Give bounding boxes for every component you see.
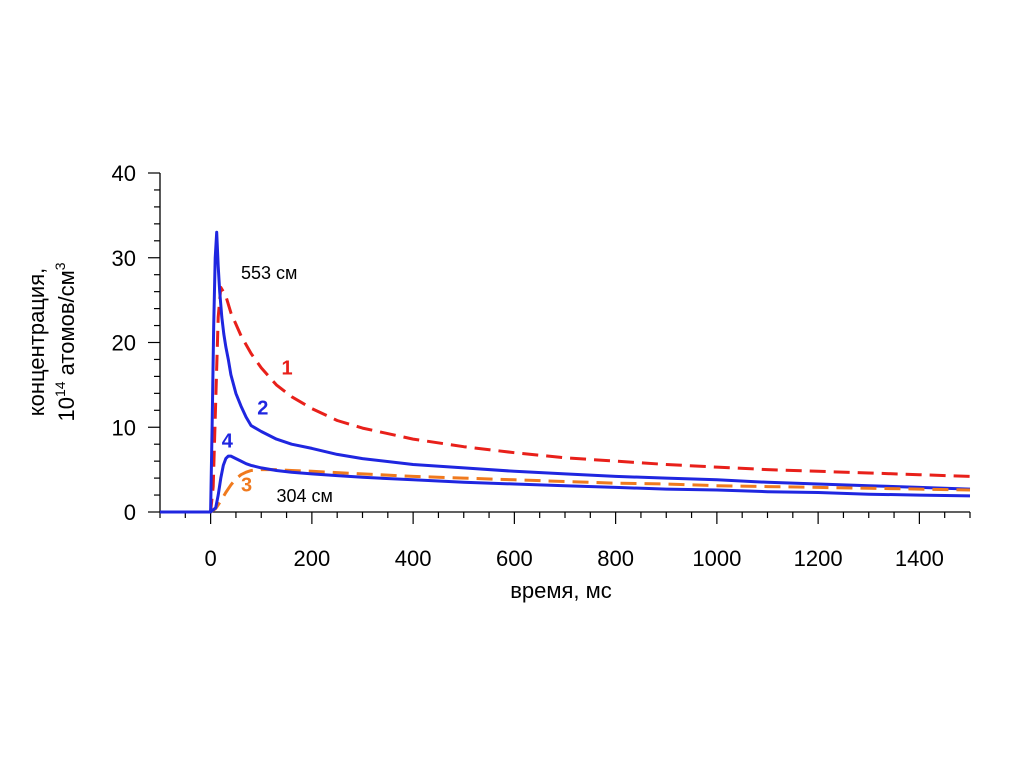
y-tick-label: 30 <box>112 246 136 271</box>
series-3-line <box>160 468 971 514</box>
x-tick-label: 0 <box>205 546 217 571</box>
y-axis-unit-sup: 14 <box>52 381 68 397</box>
series-2-label: 2 <box>257 398 268 420</box>
x-axis-title: время, мс <box>510 578 612 603</box>
y-axis-unit-mid: атомов/см <box>54 270 79 381</box>
x-tick-label: 600 <box>496 546 533 571</box>
series-2-line <box>160 230 971 514</box>
annotation-label: 553 см <box>241 263 297 283</box>
x-tick-label: 1400 <box>895 546 944 571</box>
labels-layer: 12 34 553 см 304 см <box>222 263 333 506</box>
svg-text:концентрация,: концентрация, <box>24 268 49 416</box>
y-axis-unit-sup2: 3 <box>52 262 68 270</box>
series-4-line <box>160 454 971 514</box>
series-4-label: 4 <box>222 431 234 453</box>
annotation-label: 304 см <box>276 486 332 506</box>
x-tick-label: 400 <box>395 546 432 571</box>
series-1-line <box>160 285 971 514</box>
series-3-label: 3 <box>241 475 252 497</box>
y-tick-label: 10 <box>112 415 136 440</box>
series-layer <box>160 230 971 514</box>
y-tick-label: 0 <box>124 500 136 525</box>
x-tick-label: 200 <box>294 546 331 571</box>
x-tick-label: 800 <box>597 546 634 571</box>
y-axis-title-line1: концентрация, <box>24 268 49 416</box>
series-1-label: 1 <box>282 358 293 380</box>
y-tick-label: 20 <box>112 331 136 356</box>
y-tick-label: 40 <box>112 161 136 186</box>
x-tick-label: 1000 <box>692 546 741 571</box>
x-tick-label: 1200 <box>794 546 843 571</box>
y-axis-title: концентрация, 1014 атомов/см3 <box>24 262 79 421</box>
y-axis-unit-prefix: 10 <box>54 397 79 421</box>
svg-text:1014 атомов/см3: 1014 атомов/см3 <box>52 262 79 421</box>
